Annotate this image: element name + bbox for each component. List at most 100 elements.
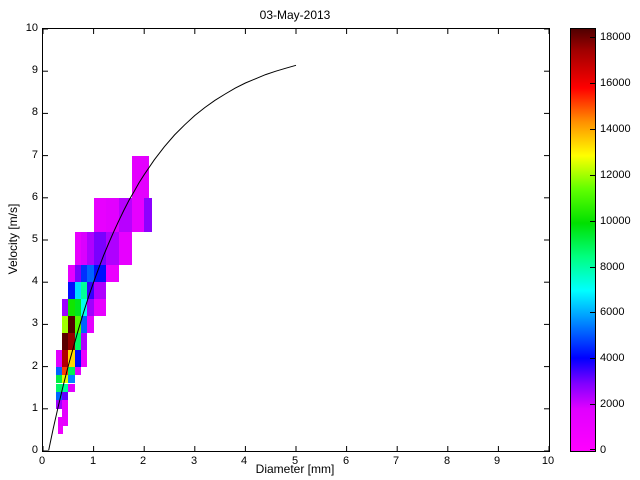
x-tick-label: 3 bbox=[190, 455, 198, 467]
y-tick-label: 1 bbox=[31, 402, 38, 414]
colorbar-tick-mark bbox=[590, 175, 595, 176]
y-tick-label: 6 bbox=[31, 191, 38, 203]
x-tick-label: 7 bbox=[392, 455, 400, 467]
colorbar-tick-label: 8000 bbox=[600, 261, 625, 273]
heatmap-cell bbox=[106, 231, 119, 266]
heatmap-cell bbox=[93, 282, 107, 300]
heatmap-cell bbox=[62, 316, 69, 333]
x-tick-label: 10 bbox=[541, 455, 555, 467]
heatmap-cell bbox=[55, 375, 62, 384]
axis-ticks bbox=[43, 29, 549, 451]
heatmap-cell bbox=[55, 349, 62, 367]
heatmap-cell bbox=[131, 197, 145, 232]
heatmap-cell bbox=[62, 408, 69, 418]
y-tick-label: 2 bbox=[31, 360, 38, 372]
heatmap-cell bbox=[68, 316, 75, 333]
heatmap-cell bbox=[74, 366, 81, 375]
colorbar-tick-mark bbox=[590, 221, 595, 222]
heatmap-cell bbox=[68, 349, 75, 367]
colorbar-tick-label: 6000 bbox=[600, 306, 625, 318]
heatmap-cell bbox=[62, 349, 69, 367]
x-tick-label: 5 bbox=[291, 455, 299, 467]
heatmap-cell bbox=[93, 197, 107, 232]
terminal-velocity-curve bbox=[48, 64, 297, 451]
colorbar-tick-mark bbox=[590, 37, 595, 38]
x-tick-label: 0 bbox=[38, 455, 46, 467]
heatmap-cell bbox=[118, 197, 132, 232]
heatmap-cell bbox=[74, 349, 81, 367]
heatmap-cell bbox=[55, 383, 62, 392]
heatmap-cell bbox=[68, 282, 75, 300]
heatmap-cell bbox=[118, 231, 132, 266]
heatmap-cell bbox=[131, 155, 150, 198]
colorbar-tick-mark bbox=[590, 83, 595, 84]
plot-area bbox=[42, 28, 550, 452]
colorbar-tick-label: 18000 bbox=[600, 31, 631, 43]
colorbar-tick-label: 14000 bbox=[600, 123, 631, 135]
heatmap-cell bbox=[68, 366, 75, 375]
heatmap-cell bbox=[87, 316, 94, 333]
heatmap-cell bbox=[80, 299, 88, 316]
heatmap-cell bbox=[80, 316, 88, 333]
y-tick-label: 3 bbox=[31, 317, 38, 329]
heatmap-cell bbox=[74, 265, 81, 283]
x-tick-label: 9 bbox=[493, 455, 501, 467]
y-tick-label: 7 bbox=[31, 149, 38, 161]
heatmap-cell bbox=[68, 299, 75, 316]
heatmap-cell bbox=[87, 265, 94, 283]
x-axis-label: Diameter [mm] bbox=[255, 462, 335, 476]
heatmap-cell bbox=[58, 417, 69, 426]
heatmap-cell bbox=[74, 299, 81, 316]
x-tick-label: 1 bbox=[89, 455, 97, 467]
heatmap-cell bbox=[93, 265, 107, 283]
heatmap-cell bbox=[55, 391, 62, 401]
colorbar-tick-mark bbox=[590, 312, 595, 313]
colorbar-tick-label: 2000 bbox=[600, 398, 625, 410]
colorbar-tick-mark bbox=[590, 129, 595, 130]
heatmap-cell bbox=[62, 332, 69, 350]
heatmap-cell bbox=[87, 231, 94, 266]
heatmap-cell bbox=[74, 231, 81, 266]
heatmap-cell bbox=[74, 316, 81, 333]
colorbar-tick-label: 16000 bbox=[600, 77, 631, 89]
heatmap-cell bbox=[58, 425, 64, 435]
colorbar-tick-mark bbox=[590, 449, 595, 450]
y-tick-label: 10 bbox=[25, 22, 38, 34]
heatmap-cell bbox=[87, 299, 94, 316]
chart-title: 03-May-2013 bbox=[259, 8, 331, 22]
y-axis-label: Velocity [m/s] bbox=[6, 203, 20, 275]
heatmap-cell bbox=[62, 400, 69, 409]
heatmap-cell bbox=[80, 332, 88, 350]
heatmap-cells bbox=[43, 29, 549, 451]
heatmap-cell bbox=[62, 391, 69, 401]
heatmap-cell bbox=[62, 366, 69, 375]
heatmap-cell bbox=[80, 349, 88, 367]
heatmap-cell bbox=[55, 366, 62, 375]
colorbar bbox=[570, 28, 596, 452]
heatmap-cell bbox=[80, 282, 88, 300]
heatmap-cell bbox=[144, 197, 152, 232]
heatmap-cell bbox=[62, 383, 69, 392]
x-tick-label: 6 bbox=[342, 455, 350, 467]
colorbar-tick-label: 0 bbox=[600, 444, 607, 456]
heatmap-cell bbox=[74, 332, 81, 350]
heatmap-cell bbox=[68, 383, 75, 392]
y-tick-label: 4 bbox=[31, 275, 38, 287]
y-tick-label: 8 bbox=[31, 106, 38, 118]
heatmap-cell bbox=[62, 299, 69, 316]
y-tick-label: 9 bbox=[31, 64, 38, 76]
heatmap-cell bbox=[74, 282, 81, 300]
heatmap-cell bbox=[80, 231, 88, 266]
x-tick-label: 8 bbox=[443, 455, 451, 467]
colorbar-tick-mark bbox=[590, 358, 595, 359]
colorbar-tick-label: 4000 bbox=[600, 352, 625, 364]
heatmap-cell bbox=[68, 332, 75, 350]
heatmap-cell bbox=[80, 265, 88, 283]
heatmap-cell bbox=[68, 375, 75, 384]
colorbar-tick-mark bbox=[590, 267, 595, 268]
colorbar-tick-label: 12000 bbox=[600, 169, 631, 181]
heatmap-cell bbox=[106, 265, 119, 283]
colorbar-tick-label: 10000 bbox=[600, 215, 631, 227]
y-tick-label: 0 bbox=[31, 444, 38, 456]
